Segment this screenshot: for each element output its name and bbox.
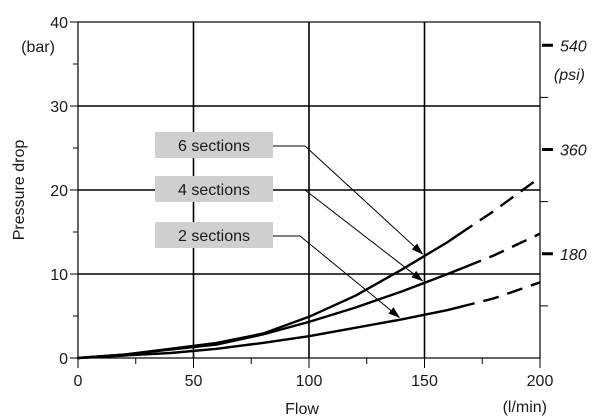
x-tick-label: 100 bbox=[296, 373, 323, 390]
x-tick-label: 150 bbox=[411, 373, 438, 390]
y-tick-label: 30 bbox=[50, 99, 68, 116]
series-label-box bbox=[155, 222, 273, 248]
series-label: 2 sections bbox=[178, 228, 250, 245]
series-leader-arrow bbox=[273, 189, 424, 282]
series-extrapolation-1 bbox=[465, 232, 541, 268]
series-label: 6 sections bbox=[178, 138, 250, 155]
y-tick-label: 20 bbox=[50, 183, 68, 200]
series-leader-arrow bbox=[273, 235, 401, 318]
x-tick-label: 0 bbox=[74, 373, 83, 390]
y-unit-label: (bar) bbox=[21, 39, 55, 56]
y2-tick-label: 540 bbox=[560, 38, 587, 55]
y2-tick-label: 180 bbox=[560, 247, 587, 264]
series-label: 4 sections bbox=[178, 182, 250, 199]
series-line-0 bbox=[76, 233, 461, 360]
x-unit-label: (l/min) bbox=[503, 399, 547, 416]
series-label-box bbox=[155, 132, 273, 158]
y-tick-label: 10 bbox=[50, 267, 68, 284]
y-axis-title: Pressure drop bbox=[11, 140, 28, 241]
series-extrapolation-0 bbox=[458, 176, 541, 236]
series-line-1 bbox=[76, 265, 468, 360]
series-extrapolation-2 bbox=[458, 281, 541, 309]
series-leader-arrow bbox=[273, 145, 424, 255]
y2-unit-label: (psi) bbox=[554, 67, 585, 84]
y-tick-label: 0 bbox=[59, 351, 68, 368]
x-axis-title: Flow bbox=[285, 401, 319, 418]
x-tick-label: 200 bbox=[527, 373, 554, 390]
x-tick-label: 50 bbox=[185, 373, 203, 390]
y2-tick-label: 360 bbox=[560, 143, 587, 160]
series-label-box bbox=[155, 176, 273, 202]
series-line-2 bbox=[76, 306, 461, 360]
y-tick-label: 40 bbox=[50, 15, 68, 32]
